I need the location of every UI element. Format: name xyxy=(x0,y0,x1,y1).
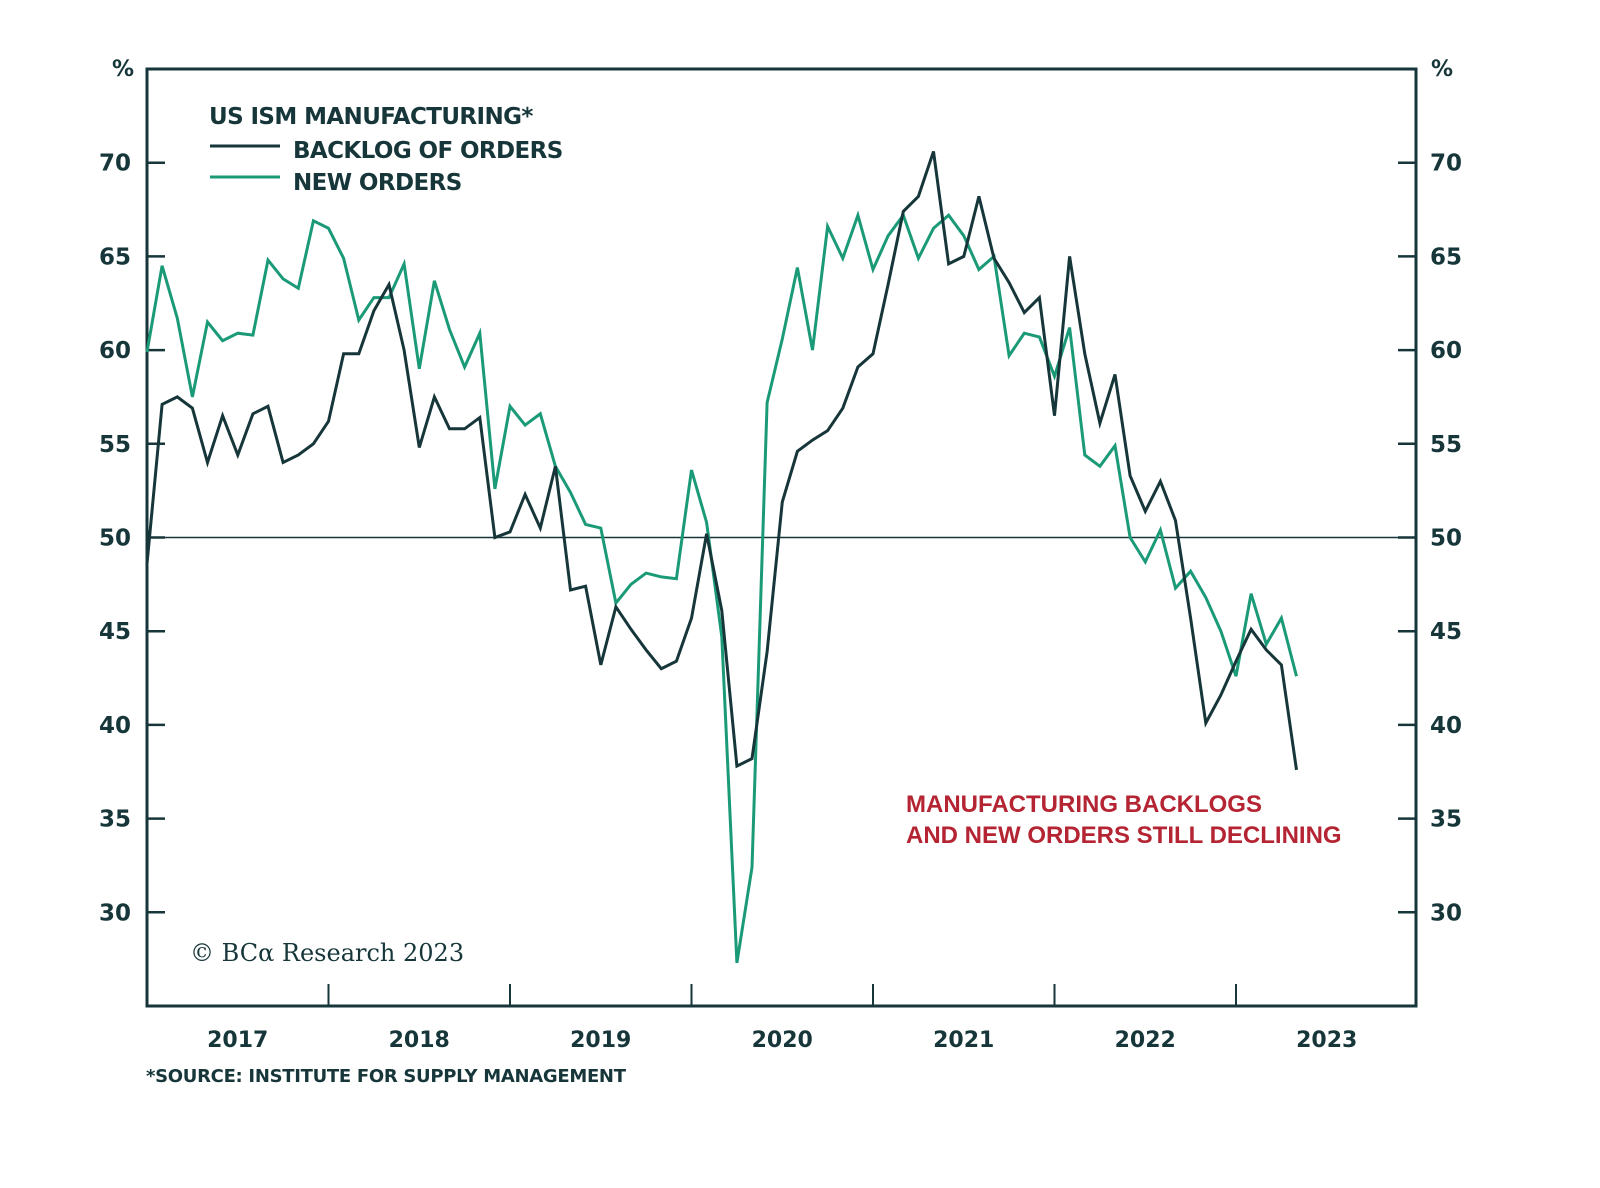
y-tick-label-right: 35 xyxy=(1430,807,1462,833)
y-tick-label-left: 30 xyxy=(99,900,131,926)
x-axis: 2017 2018 2019 2020 2021 2022 2023 xyxy=(207,984,1357,1053)
series-group xyxy=(145,151,1298,964)
y-axis-left-unit: % xyxy=(112,57,134,82)
y-tick-label-right: 65 xyxy=(1430,244,1462,270)
x-tick-label: 2017 xyxy=(207,1028,268,1053)
x-tick-label: 2021 xyxy=(933,1028,994,1053)
copyright-credit: © BCα Research 2023 xyxy=(190,939,464,967)
y-tick-label-left: 60 xyxy=(99,338,131,364)
y-tick-label-right: 55 xyxy=(1430,432,1462,458)
y-tick-label-left: 55 xyxy=(99,432,131,458)
legend-label-new-orders: NEW ORDERS xyxy=(293,170,462,196)
annotation-line-2: AND NEW ORDERS STILL DECLINING xyxy=(906,822,1342,849)
y-tick-label-left: 65 xyxy=(99,244,131,270)
x-tick-label: 2019 xyxy=(570,1028,631,1053)
source-note: *SOURCE: INSTITUTE FOR SUPPLY MANAGEMENT xyxy=(146,1066,627,1087)
y-tick-label-right: 30 xyxy=(1430,900,1462,926)
y-axis-right: 30 35 40 45 50 55 60 65 70 xyxy=(1398,151,1462,926)
y-tick-label-right: 60 xyxy=(1430,338,1462,364)
x-tick-label: 2023 xyxy=(1296,1028,1357,1053)
y-axis-left: 30 35 40 45 50 55 60 65 70 xyxy=(99,151,165,926)
x-tick-label: 2020 xyxy=(752,1028,813,1053)
series-line-new-orders xyxy=(145,210,1298,964)
series-line-backlog-of-orders xyxy=(145,151,1298,771)
x-tick-label: 2018 xyxy=(389,1028,450,1053)
annotation: MANUFACTURING BACKLOGS AND NEW ORDERS ST… xyxy=(906,791,1342,849)
y-tick-label-left: 40 xyxy=(99,713,131,739)
y-tick-label-right: 40 xyxy=(1430,713,1462,739)
x-tick-label: 2022 xyxy=(1115,1028,1176,1053)
legend: US ISM MANUFACTURING* BACKLOG OF ORDERS … xyxy=(209,104,563,196)
y-tick-label-right: 45 xyxy=(1430,619,1462,645)
legend-label-backlog: BACKLOG OF ORDERS xyxy=(293,138,563,164)
annotation-line-1: MANUFACTURING BACKLOGS xyxy=(906,791,1262,818)
y-tick-label-right: 50 xyxy=(1430,526,1462,552)
y-tick-label-left: 45 xyxy=(99,619,131,645)
legend-title: US ISM MANUFACTURING* xyxy=(209,104,533,130)
y-tick-label-left: 50 xyxy=(99,526,131,552)
y-tick-label-left: 35 xyxy=(99,807,131,833)
y-tick-label-right: 70 xyxy=(1430,151,1462,177)
y-axis-right-unit: % xyxy=(1431,57,1453,82)
axes xyxy=(145,67,1418,1008)
y-tick-label-left: 70 xyxy=(99,151,131,177)
